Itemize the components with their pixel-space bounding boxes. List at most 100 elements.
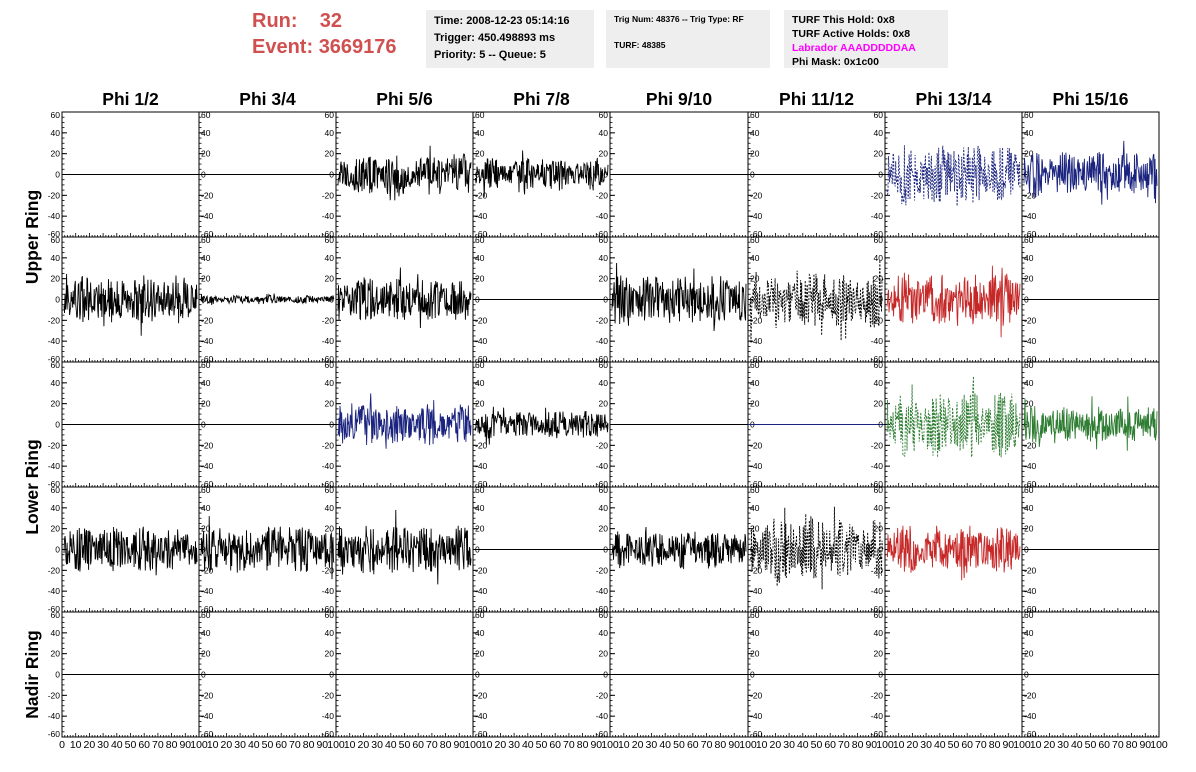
- run-event-header: Run: 32 Event: 3669176: [252, 8, 412, 60]
- y-tick-label: -40: [201, 461, 214, 471]
- x-tick-label: 60: [138, 739, 150, 751]
- y-tick-label: -20: [750, 565, 763, 575]
- y-tick-label: 0: [201, 545, 206, 555]
- waveform-panel: 60 40 20 0 -20 -40 -60: [596, 360, 749, 489]
- x-tick-label: 100: [739, 739, 757, 751]
- y-tick-label: 0: [878, 545, 883, 555]
- turf-active-holds-text: TURF Active Holds: 0x8: [792, 28, 911, 40]
- waveform-panel: 60 40 20 0 -20 -40 -60: [322, 610, 474, 739]
- y-tick-label: -40: [871, 336, 884, 346]
- x-tick-label: 80: [852, 739, 864, 751]
- y-tick-label: 0: [878, 170, 883, 180]
- y-tick-label: -20: [48, 190, 61, 200]
- y-tick-label: -20: [750, 190, 763, 200]
- y-tick-label: -60: [48, 604, 61, 614]
- y-tick-label: -60: [475, 604, 488, 614]
- turf-num-text: TURF: 48385: [614, 40, 666, 50]
- y-tick-label: 0: [55, 545, 60, 555]
- y-tick-label: -60: [201, 604, 214, 614]
- y-tick-label: 60: [201, 610, 211, 620]
- y-tick-label: -20: [475, 190, 488, 200]
- y-tick-label: 40: [599, 503, 609, 513]
- x-tick-label: 50: [673, 739, 685, 751]
- y-tick-label: -40: [596, 711, 609, 721]
- waveform-panel: 60 40 20 0 -20 -40 -60: [472, 610, 611, 739]
- waveform-trace: [63, 273, 198, 336]
- y-tick-label: 0: [329, 170, 334, 180]
- y-tick-label: 60: [750, 360, 760, 370]
- y-tick-label: 60: [874, 235, 884, 245]
- y-tick-label: -20: [1024, 315, 1037, 325]
- x-tick-label: 30: [371, 739, 383, 751]
- x-tick-label: 70: [975, 739, 987, 751]
- waveform-panel: 60 40 20 0 -20 -40 -60: [871, 235, 1023, 364]
- y-tick-label: -40: [475, 461, 488, 471]
- y-tick-label: -20: [596, 315, 609, 325]
- waveform-panel: 60 40 20 0 -20 -40 -60: [472, 235, 611, 364]
- phi-column-label: Phi 9/10: [646, 89, 712, 109]
- y-tick-label: 40: [1024, 503, 1034, 513]
- x-tick-label: 70: [1112, 739, 1124, 751]
- y-tick-label: 40: [599, 128, 609, 138]
- x-tick-label: 10: [481, 739, 493, 751]
- y-tick-label: 0: [603, 545, 608, 555]
- labrador-text: Labrador AAADDDDDAA: [792, 42, 916, 54]
- y-tick-label: -20: [322, 565, 335, 575]
- y-tick-label: 60: [599, 610, 609, 620]
- x-tick-label: 60: [961, 739, 973, 751]
- trigger-text: Trigger: 450.498893 ms: [434, 32, 556, 44]
- x-tick-label: 70: [152, 739, 164, 751]
- waveform-trace: [886, 525, 1021, 581]
- waveform-panel: 60 40 20 0 -20 -40 -60: [472, 485, 611, 614]
- y-tick-label: 40: [201, 128, 211, 138]
- y-tick-label: 40: [51, 128, 61, 138]
- y-tick-label: 40: [201, 503, 211, 513]
- y-tick-label: 0: [603, 170, 608, 180]
- y-tick-label: 40: [475, 253, 485, 263]
- y-tick-label: -40: [750, 461, 763, 471]
- y-tick-label: 60: [325, 235, 335, 245]
- y-tick-label: 20: [750, 524, 760, 534]
- y-tick-label: -20: [750, 690, 763, 700]
- y-tick-label: 20: [325, 274, 335, 284]
- waveform-panel: 60 40 20 0 -20 -40 -60: [198, 485, 337, 614]
- y-tick-label: 40: [874, 503, 884, 513]
- y-tick-label: -40: [596, 461, 609, 471]
- event-label: Event:: [252, 36, 314, 58]
- x-tick-label: 30: [646, 739, 658, 751]
- y-tick-label: -60: [750, 604, 763, 614]
- y-tick-label: -20: [871, 440, 884, 450]
- x-tick-label: 20: [1044, 739, 1056, 751]
- x-tick-label: 20: [632, 739, 644, 751]
- y-tick-label: 20: [874, 399, 884, 409]
- y-tick-label: -40: [201, 336, 214, 346]
- y-tick-label: 60: [874, 485, 884, 495]
- y-tick-label: 0: [1024, 170, 1029, 180]
- x-tick-label: 0: [59, 739, 65, 751]
- y-tick-label: 20: [1024, 524, 1034, 534]
- y-tick-label: 0: [475, 170, 480, 180]
- x-tick-label: 10: [893, 739, 905, 751]
- y-tick-label: -40: [1024, 211, 1037, 221]
- phi-column-label: Phi 3/4: [239, 89, 296, 109]
- y-tick-label: 20: [750, 149, 760, 159]
- y-tick-label: 40: [874, 628, 884, 638]
- y-tick-label: -40: [48, 211, 61, 221]
- x-tick-label: 40: [522, 739, 534, 751]
- y-tick-label: 40: [325, 378, 335, 388]
- x-tick-label: 20: [84, 739, 96, 751]
- y-tick-label: -40: [201, 211, 214, 221]
- x-tick-label: 100: [190, 739, 208, 751]
- y-tick-label: 40: [1024, 128, 1034, 138]
- y-tick-label: 60: [325, 360, 335, 370]
- y-tick-label: -20: [1024, 190, 1037, 200]
- y-tick-label: -60: [1024, 604, 1037, 614]
- y-tick-label: -20: [322, 190, 335, 200]
- waveform-trace: [337, 509, 472, 585]
- y-tick-label: -60: [596, 354, 609, 364]
- y-tick-label: -20: [871, 565, 884, 575]
- y-tick-label: -20: [596, 190, 609, 200]
- y-tick-label: -20: [750, 440, 763, 450]
- x-tick-label: 80: [166, 739, 178, 751]
- x-tick-label: 90: [1139, 739, 1151, 751]
